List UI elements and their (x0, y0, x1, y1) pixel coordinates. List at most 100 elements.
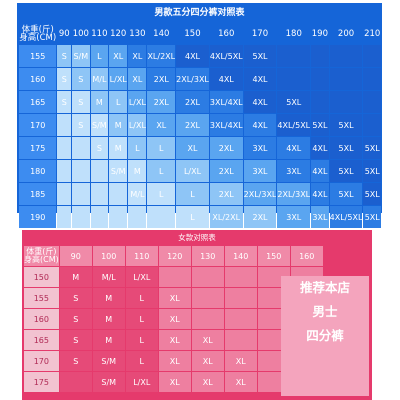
women-corner-cell: 体重(斤) 身高(CM) (24, 246, 59, 266)
men-size-cell: S (57, 68, 72, 90)
women-size-row: 155 S M L XL (24, 288, 323, 308)
men-size-cell: 5XL (329, 183, 363, 205)
men-size-cell: S (72, 68, 90, 90)
men-size-cell: 4XL (176, 45, 209, 67)
men-corner-height: 身高(CM) (19, 33, 57, 43)
men-weight-header: 100 (72, 24, 90, 44)
men-size-cell: 4XL (277, 137, 311, 159)
promo-line-3: 四分裤 (306, 328, 344, 343)
men-weight-header: 210 (363, 24, 381, 44)
men-size-cell: 2XL (209, 137, 243, 159)
men-size-row: 160 S S M/L L/XL XL 2XL 2XL/3XL 4XL 4XL (19, 68, 381, 90)
men-size-cell (57, 183, 72, 205)
women-size-cell: M (92, 288, 125, 308)
men-height-label: 170 (19, 114, 57, 136)
women-size-cell: S (59, 351, 92, 371)
women-height-label: 150 (24, 267, 59, 287)
women-size-cell: M (59, 267, 92, 287)
men-size-cell (72, 183, 90, 205)
men-size-cell: 5XL (363, 183, 381, 205)
women-size-cell: S/M (92, 372, 125, 392)
men-weight-header: 120 (109, 24, 128, 44)
men-weight-header: 170 (243, 24, 277, 44)
men-weight-header: 200 (329, 24, 363, 44)
men-size-cell: XL (109, 45, 128, 67)
men-size-cell: 3XL (277, 206, 311, 228)
women-size-cell: M (92, 309, 125, 329)
women-height-label: 175 (24, 372, 59, 392)
men-corner-cell: 体重(斤) 身高(CM) (19, 24, 57, 44)
men-height-label: 185 (19, 183, 57, 205)
men-size-cell: S (90, 137, 109, 159)
men-size-row: 190 L XL/2XL 2XL 3XL 3XL 4XL/5XL 5XL (19, 206, 381, 228)
men-size-cell (57, 160, 72, 182)
men-size-cell: 2XL (209, 160, 243, 182)
men-height-label: 175 (19, 137, 57, 159)
men-size-cell (277, 45, 311, 67)
women-size-row: 175 S/M L/XL XL XL XL (24, 372, 323, 392)
men-size-cell (90, 183, 109, 205)
men-size-cell (90, 160, 109, 182)
men-size-row: 185 M/L L L 2XL 2XL/3XL 2XL/3XL 4XL 5XL 5XL (19, 183, 381, 205)
men-size-cell: M/L (128, 183, 147, 205)
men-size-cell: 5XL (243, 45, 277, 67)
men-weight-header: 190 (311, 24, 329, 44)
men-size-cell: XL (176, 137, 209, 159)
women-weight-header: 120 (158, 246, 191, 266)
men-size-cell: 5XL (329, 114, 363, 136)
promo-line-1: 推荐本店 (299, 280, 350, 295)
women-size-cell: L (125, 351, 158, 371)
men-size-cell: XL (128, 45, 147, 67)
men-size-cell: L (176, 183, 209, 205)
women-size-cell: XL (191, 372, 224, 392)
men-size-cell: 2XL (176, 91, 209, 113)
men-size-cell (329, 68, 363, 90)
men-size-cell: S/M (72, 45, 90, 67)
women-weight-header: 110 (125, 246, 158, 266)
men-size-cell: S (57, 91, 72, 113)
men-size-cell: 2XL/3XL (277, 183, 311, 205)
men-size-cell: 4XL (243, 91, 277, 113)
men-size-cell: 5XL (311, 114, 329, 136)
women-height-label: 160 (24, 309, 59, 329)
men-size-cell (57, 206, 72, 228)
women-size-cell: XL (158, 372, 191, 392)
men-size-cell: 4XL/5XL (329, 206, 363, 228)
women-size-cell: L/XL (125, 267, 158, 287)
men-weight-header: 110 (90, 24, 109, 44)
men-size-cell (57, 114, 72, 136)
men-size-cell (72, 206, 90, 228)
women-size-cell (59, 372, 92, 392)
men-weight-header: 90 (57, 24, 72, 44)
men-size-cell: 5XL (329, 160, 363, 182)
women-size-cell (224, 267, 257, 287)
women-size-row: 150 M M/L L/XL (24, 267, 323, 287)
men-size-cell (329, 91, 363, 113)
men-size-cell: M (128, 160, 147, 182)
men-size-cell (311, 68, 329, 90)
men-size-cell: M (90, 91, 109, 113)
men-size-cell: XL/2XL (147, 45, 176, 67)
women-height-label: 170 (24, 351, 59, 371)
women-size-cell: M (92, 330, 125, 350)
men-size-cell: 2XL (147, 91, 176, 113)
men-size-cell (363, 45, 381, 67)
men-size-cell: 4XL (209, 68, 243, 90)
women-size-cell: M/L (92, 267, 125, 287)
women-size-cell: L (125, 330, 158, 350)
men-size-cell: 4XL (311, 137, 329, 159)
women-size-cell (224, 309, 257, 329)
men-size-chart: 男款五分四分裤对照表 体重(斤) 身高(CM) 90 100 110 120 130 14… (17, 3, 382, 228)
men-size-cell: XL/2XL (209, 206, 243, 228)
women-size-cell (191, 267, 224, 287)
women-size-cell (191, 288, 224, 308)
men-size-cell: S (57, 45, 72, 67)
women-size-cell: S (59, 330, 92, 350)
men-size-cell (72, 160, 90, 182)
men-weight-header: 130 (128, 24, 147, 44)
men-size-cell (363, 114, 381, 136)
men-height-label: 160 (19, 68, 57, 90)
men-size-cell: 4XL/5XL (277, 114, 311, 136)
men-size-table: 体重(斤) 身高(CM) 90 100 110 120 130 140 150 160 170 1… (18, 23, 382, 229)
men-height-label: 155 (19, 45, 57, 67)
